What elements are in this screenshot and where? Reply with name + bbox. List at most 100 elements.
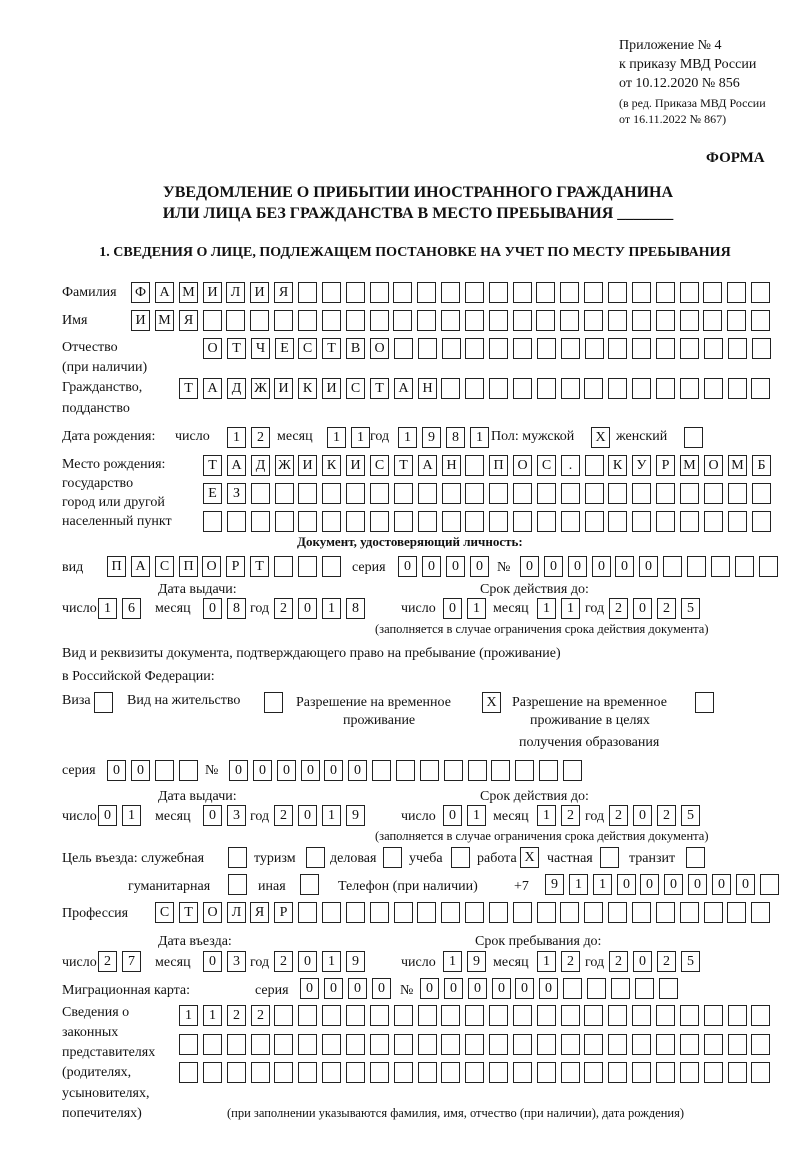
checkbox[interactable]: X [520,847,539,868]
char-box[interactable]: 0 [324,978,343,999]
char-box[interactable]: М [155,310,174,331]
char-box[interactable] [704,1062,723,1083]
char-box[interactable] [585,455,604,476]
char-box[interactable] [465,1005,484,1026]
char-box[interactable]: 0 [617,874,636,895]
checkbox[interactable] [264,692,283,713]
char-box[interactable] [394,483,413,504]
char-box[interactable]: 0 [203,598,222,619]
char-box[interactable] [346,1034,365,1055]
char-box[interactable] [632,310,651,331]
char-box[interactable]: 0 [348,978,367,999]
char-box[interactable] [584,378,603,399]
char-box[interactable] [632,511,651,532]
char-box[interactable]: С [155,556,174,577]
char-box[interactable] [489,378,508,399]
char-box[interactable] [632,1062,651,1083]
char-box[interactable] [515,760,534,781]
char-box[interactable]: 8 [346,598,365,619]
char-box[interactable]: 0 [633,598,652,619]
char-box[interactable] [393,310,412,331]
char-box[interactable] [370,483,389,504]
char-box[interactable]: 1 [537,598,556,619]
char-box[interactable] [370,1005,389,1026]
char-box[interactable]: В [346,338,365,359]
char-box[interactable] [322,556,341,577]
char-box[interactable] [632,483,651,504]
checkbox[interactable] [228,847,247,868]
char-box[interactable] [539,760,558,781]
char-box[interactable] [680,1005,699,1026]
char-box[interactable] [608,1034,627,1055]
char-box[interactable] [563,760,582,781]
char-box[interactable]: 0 [688,874,707,895]
char-box[interactable] [203,1062,222,1083]
char-box[interactable] [346,511,365,532]
char-box[interactable] [735,556,754,577]
char-box[interactable] [703,282,722,303]
char-box[interactable]: 2 [98,951,117,972]
char-box[interactable] [632,1005,651,1026]
char-box[interactable]: 2 [657,805,676,826]
char-box[interactable] [491,760,510,781]
char-box[interactable] [179,760,198,781]
char-box[interactable] [441,1062,460,1083]
checkbox[interactable]: X [591,427,610,448]
checkbox[interactable] [383,847,402,868]
char-box[interactable] [759,556,778,577]
char-box[interactable] [346,310,365,331]
char-box[interactable]: М [680,455,699,476]
char-box[interactable]: 0 [98,805,117,826]
char-box[interactable]: И [346,455,365,476]
char-box[interactable] [563,978,582,999]
checkbox[interactable] [686,847,705,868]
char-box[interactable] [489,338,508,359]
char-box[interactable]: 1 [467,598,486,619]
char-box[interactable] [584,1062,603,1083]
char-box[interactable] [468,760,487,781]
char-box[interactable] [608,310,627,331]
char-box[interactable] [322,310,341,331]
char-box[interactable]: 0 [422,556,441,577]
char-box[interactable] [537,338,556,359]
char-box[interactable]: 0 [520,556,539,577]
char-box[interactable] [585,483,604,504]
char-box[interactable]: А [227,455,246,476]
char-box[interactable] [513,1062,532,1083]
char-box[interactable]: 2 [561,805,580,826]
char-box[interactable]: 1 [351,427,370,448]
char-box[interactable]: О [704,455,723,476]
char-box[interactable]: Д [227,378,246,399]
char-box[interactable]: 2 [609,805,628,826]
char-box[interactable] [656,902,675,923]
char-box[interactable] [322,1062,341,1083]
char-box[interactable]: С [298,338,317,359]
char-box[interactable]: А [394,378,413,399]
char-box[interactable] [179,1062,198,1083]
char-box[interactable]: 1 [227,427,246,448]
char-box[interactable] [632,282,651,303]
char-box[interactable] [513,378,532,399]
char-box[interactable] [418,1034,437,1055]
char-box[interactable] [418,511,437,532]
char-box[interactable]: 2 [274,598,293,619]
char-box[interactable] [370,902,389,923]
char-box[interactable] [394,511,413,532]
checkbox[interactable] [451,847,470,868]
char-box[interactable]: Т [203,455,222,476]
char-box[interactable] [561,378,580,399]
char-box[interactable] [513,1034,532,1055]
char-box[interactable]: И [131,310,150,331]
char-box[interactable] [251,1062,270,1083]
char-box[interactable] [203,511,222,532]
char-box[interactable] [465,902,484,923]
char-box[interactable]: Ф [131,282,150,303]
char-box[interactable] [561,483,580,504]
char-box[interactable]: Я [179,310,198,331]
char-box[interactable]: 2 [609,598,628,619]
char-box[interactable]: Ж [251,378,270,399]
char-box[interactable] [752,483,771,504]
char-box[interactable] [704,902,723,923]
char-box[interactable]: 9 [545,874,564,895]
char-box[interactable] [656,483,675,504]
